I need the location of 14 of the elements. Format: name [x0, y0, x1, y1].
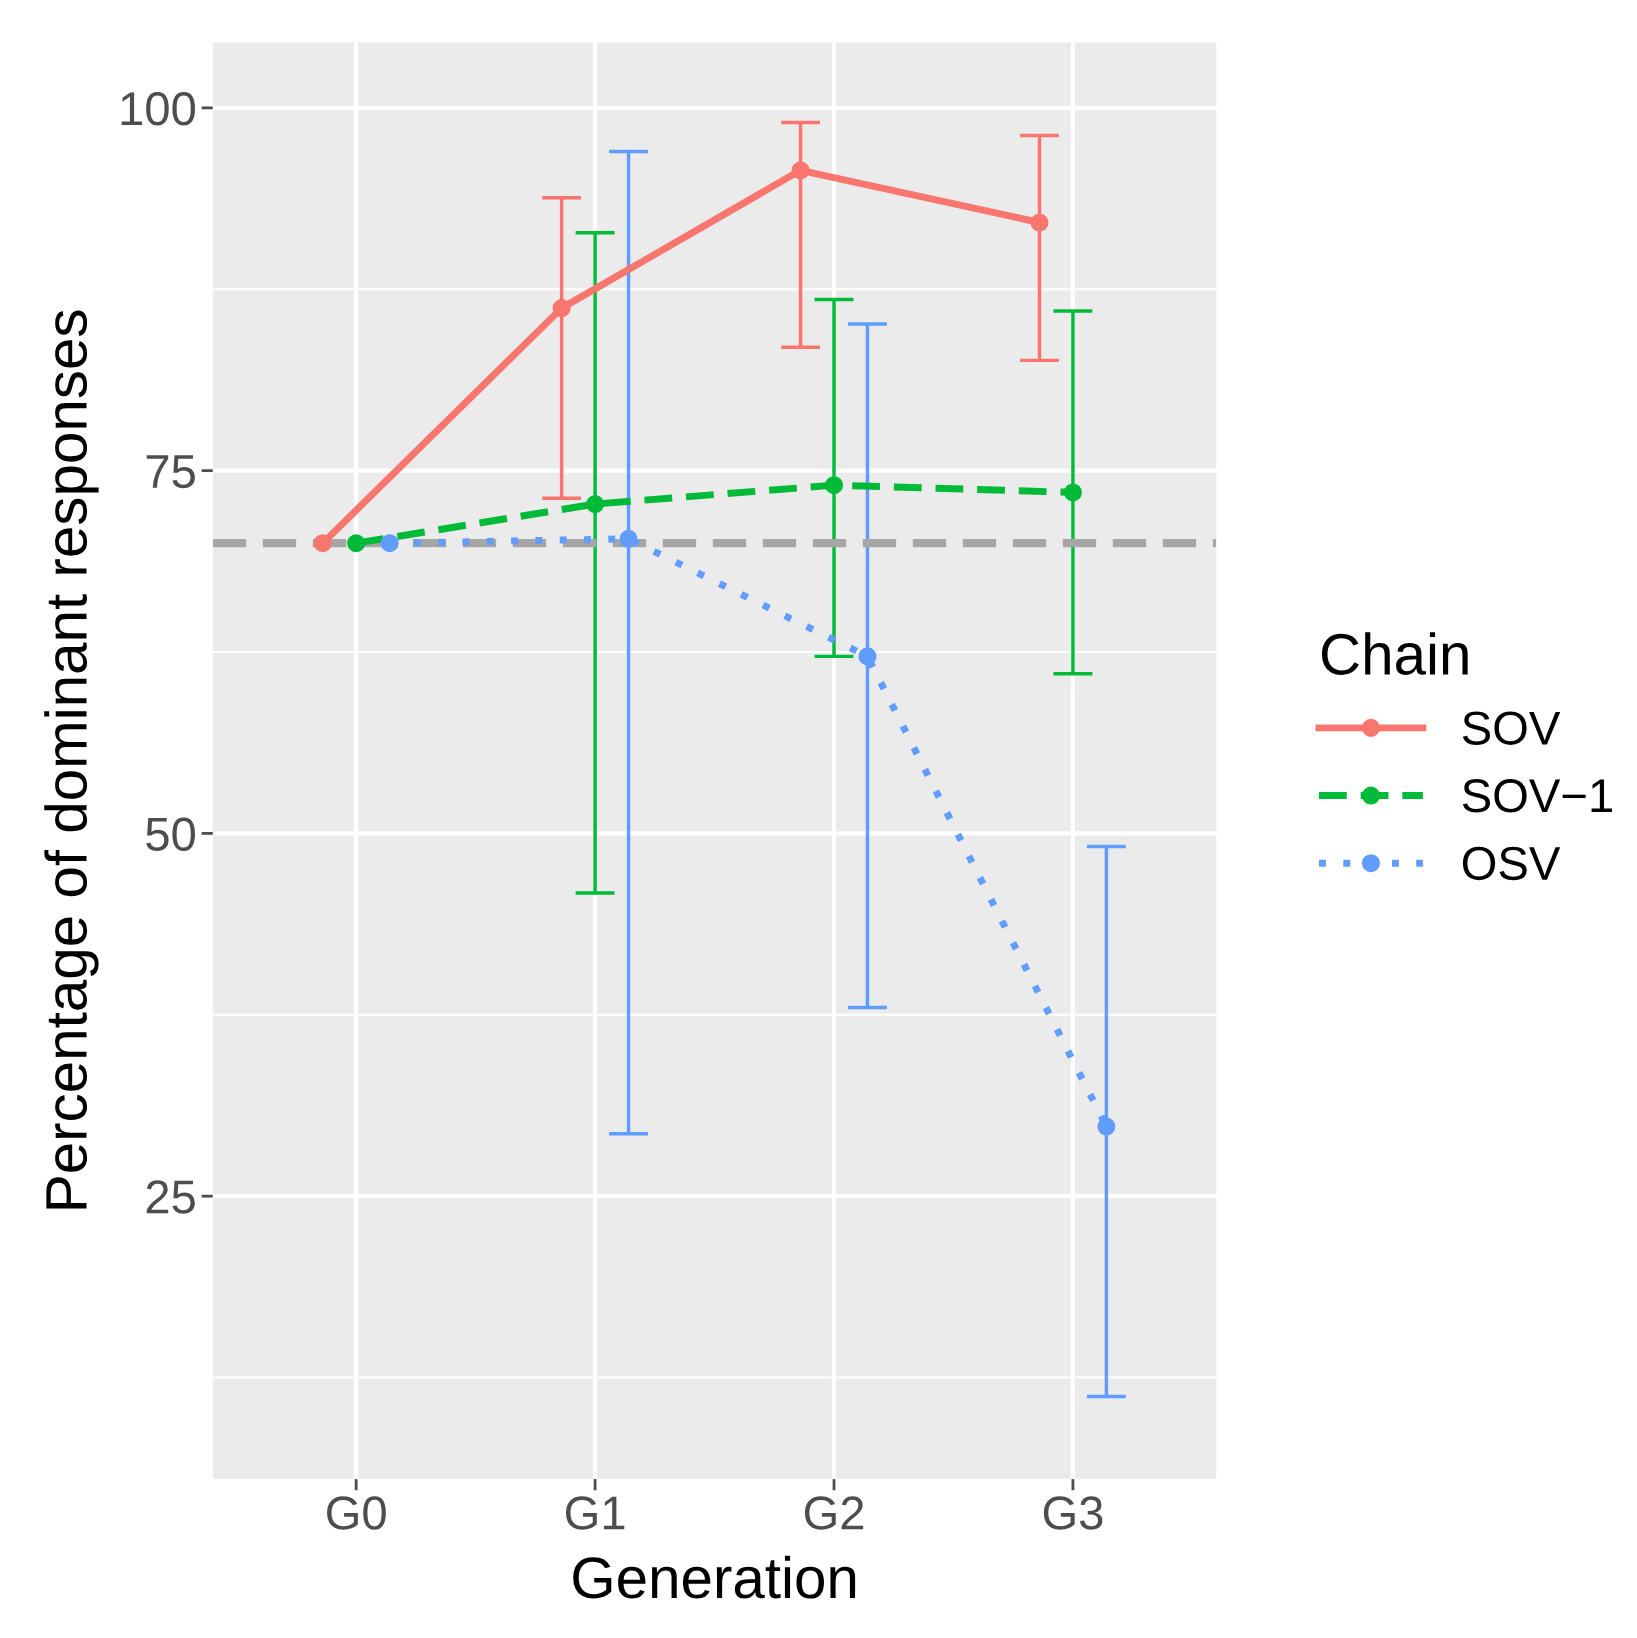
legend-title: Chain — [1321, 632, 1468, 676]
y-tick-label: 100 — [121, 92, 195, 126]
y-tick-label: 25 — [146, 1180, 195, 1214]
y-tick-label: 50 — [146, 817, 195, 851]
x-tick-label: G3 — [1043, 1496, 1103, 1530]
x-tick-label: G0 — [327, 1496, 386, 1530]
legend-label: OSV — [1462, 846, 1561, 881]
legend-label: SOV−1 — [1462, 779, 1612, 813]
x-tick-label: G1 — [565, 1496, 625, 1530]
legend-label: SOV — [1462, 711, 1561, 745]
x-tick-label: G2 — [804, 1496, 864, 1530]
y-tick-label: 75 — [146, 455, 195, 489]
x-axis-title: Generation — [573, 1555, 856, 1599]
y-axis-title: Percentage of dominant responses — [44, 310, 99, 1209]
